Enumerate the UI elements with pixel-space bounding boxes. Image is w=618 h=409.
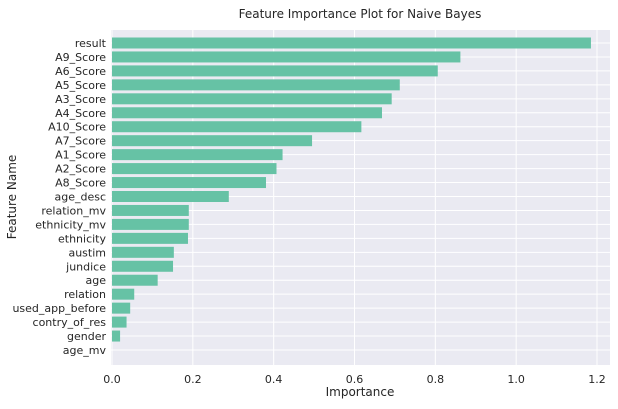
- x-tick-label: 1.2: [588, 373, 606, 386]
- bar-A7_Score: [112, 135, 313, 147]
- bar-used_app_before: [112, 302, 131, 314]
- bar-A10_Score: [112, 121, 362, 133]
- bar-A4_Score: [112, 107, 382, 119]
- x-tick-label: 0.8: [427, 373, 445, 386]
- y-tick-label: A5_Score: [55, 79, 106, 92]
- bar-relation_mv: [112, 204, 189, 216]
- y-tick-label: used_app_before: [12, 302, 106, 315]
- y-tick-label: austim: [68, 246, 106, 259]
- bar-A8_Score: [112, 177, 266, 189]
- bar-ethnicity_mv: [112, 218, 189, 230]
- y-tick-label: A3_Score: [55, 93, 106, 106]
- y-tick-label: relation: [64, 288, 106, 301]
- y-tick-label: age: [86, 274, 107, 287]
- bar-austim: [112, 246, 174, 258]
- x-tick-label: 1.0: [507, 373, 525, 386]
- bar-gender: [112, 330, 121, 342]
- y-tick-labels: resultA9_ScoreA6_ScoreA5_ScoreA3_ScoreA4…: [12, 37, 106, 357]
- bar-A5_Score: [112, 79, 400, 91]
- bar-contry_of_res: [112, 316, 127, 328]
- bar-age: [112, 274, 158, 286]
- y-tick-label: result: [75, 37, 107, 50]
- bar-ethnicity: [112, 232, 188, 244]
- y-tick-label: jundice: [65, 260, 106, 273]
- x-tick-label: 0.6: [346, 373, 364, 386]
- y-tick-label: A6_Score: [55, 65, 106, 78]
- bar-A6_Score: [112, 65, 438, 77]
- x-tick-label: 0.0: [103, 373, 121, 386]
- y-tick-label: age_desc: [54, 191, 106, 204]
- y-tick-label: A2_Score: [55, 163, 106, 176]
- bar-relation: [112, 288, 135, 300]
- y-tick-label: contry_of_res: [33, 316, 107, 329]
- y-tick-label: A10_Score: [48, 121, 106, 134]
- bar-age_desc: [112, 191, 229, 202]
- y-tick-label: gender: [67, 330, 106, 343]
- x-tick-label: 0.2: [184, 373, 202, 386]
- x-axis-label: Importance: [326, 385, 395, 399]
- chart-title: Feature Importance Plot for Naive Bayes: [239, 7, 482, 21]
- x-tick-label: 0.4: [265, 373, 283, 386]
- bars-layer: [112, 37, 591, 342]
- bar-A9_Score: [112, 51, 461, 63]
- bar-A1_Score: [112, 149, 283, 161]
- y-tick-label: A7_Score: [55, 135, 106, 148]
- x-tick-labels: 0.0 0.2 0.4 0.6 0.8 1.0 1.2: [103, 373, 606, 386]
- bar-A2_Score: [112, 163, 277, 175]
- bar-result: [112, 37, 591, 49]
- y-axis-label: Feature Name: [5, 155, 19, 240]
- y-tick-label: A8_Score: [55, 177, 106, 190]
- y-tick-label: A9_Score: [55, 51, 106, 64]
- y-tick-label: ethnicity: [58, 232, 106, 245]
- y-tick-label: age_mv: [63, 344, 107, 357]
- y-tick-label: A1_Score: [55, 149, 106, 162]
- bar-jundice: [112, 260, 174, 272]
- y-tick-label: A4_Score: [55, 107, 106, 120]
- y-tick-label: ethnicity_mv: [35, 218, 106, 231]
- bar-A3_Score: [112, 93, 392, 105]
- y-tick-label: relation_mv: [41, 204, 106, 217]
